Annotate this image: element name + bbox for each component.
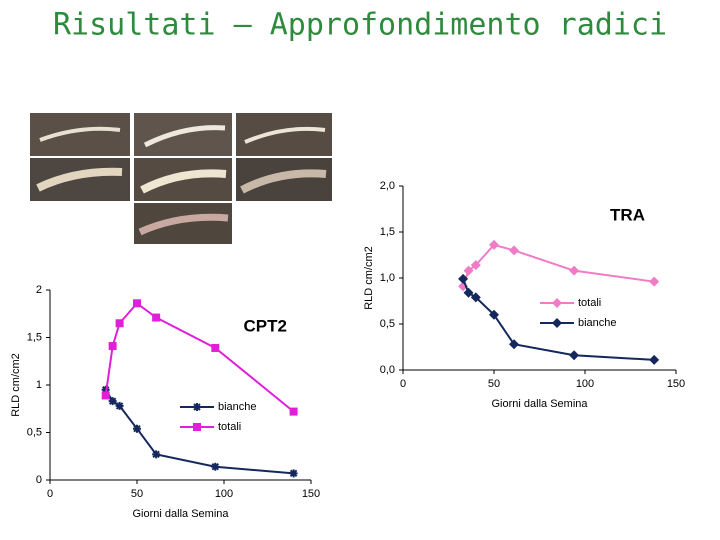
x-tick-label: 150 [302, 488, 320, 500]
y-tick-label: 1,0 [380, 272, 395, 284]
point [569, 265, 580, 276]
x-tick-label: 100 [576, 378, 594, 390]
point [211, 343, 220, 352]
x-tick-label: 0 [400, 378, 406, 390]
point [211, 462, 220, 471]
point [649, 276, 660, 287]
point [101, 391, 110, 400]
y-axis-label: RLD cm/cm2 [363, 246, 375, 310]
point [115, 319, 124, 328]
point [489, 239, 499, 250]
slide-title: Risultati – Approfondimento radici [53, 8, 667, 43]
y-tick-label: 0,0 [380, 364, 395, 376]
legend-marker [552, 318, 562, 328]
point [133, 299, 141, 308]
point [152, 313, 161, 322]
x-tick-label: 50 [131, 488, 143, 500]
point [108, 397, 117, 406]
point [509, 339, 520, 350]
point [115, 401, 124, 410]
point [289, 407, 298, 416]
series-line [462, 278, 655, 361]
annotation: CPT2 [244, 316, 287, 335]
y-tick-label: 1,5 [380, 226, 395, 238]
x-tick-label: 50 [488, 378, 500, 390]
point [108, 342, 117, 351]
point [470, 292, 481, 303]
legend-label: bianche [578, 317, 617, 329]
y-axis-label: RLD cm/cm2 [10, 353, 22, 417]
point [289, 469, 298, 478]
legend-marker [552, 298, 562, 308]
point [489, 309, 499, 320]
point [463, 287, 474, 298]
y-tick-label: 0,5 [380, 318, 395, 330]
point [470, 260, 481, 271]
point [569, 350, 580, 361]
legend-label: bianche [218, 401, 257, 413]
point [509, 245, 520, 256]
annotation: TRA [610, 205, 645, 224]
y-tick-label: 0 [36, 474, 42, 486]
legend-marker [193, 423, 201, 431]
x-axis-label: Giorni dalla Semina [492, 398, 589, 410]
point [463, 265, 474, 276]
series-line [462, 243, 655, 287]
x-axis-label: Giorni dalla Semina [133, 508, 230, 520]
point [458, 273, 469, 284]
x-tick-label: 100 [215, 488, 233, 500]
y-tick-label: 1 [36, 379, 42, 391]
point [649, 354, 660, 365]
x-tick-label: 150 [667, 378, 685, 390]
y-tick-label: 2 [36, 284, 42, 296]
root-photos [30, 113, 332, 244]
point [152, 450, 161, 459]
y-tick-label: 1,5 [27, 331, 42, 343]
legend-marker [193, 403, 201, 411]
point [133, 424, 141, 433]
y-tick-label: 2,0 [380, 180, 395, 192]
x-tick-label: 0 [47, 488, 53, 500]
legend-label: totali [578, 297, 601, 309]
y-tick-label: 0,5 [27, 426, 42, 438]
legend-label: totali [218, 421, 241, 433]
